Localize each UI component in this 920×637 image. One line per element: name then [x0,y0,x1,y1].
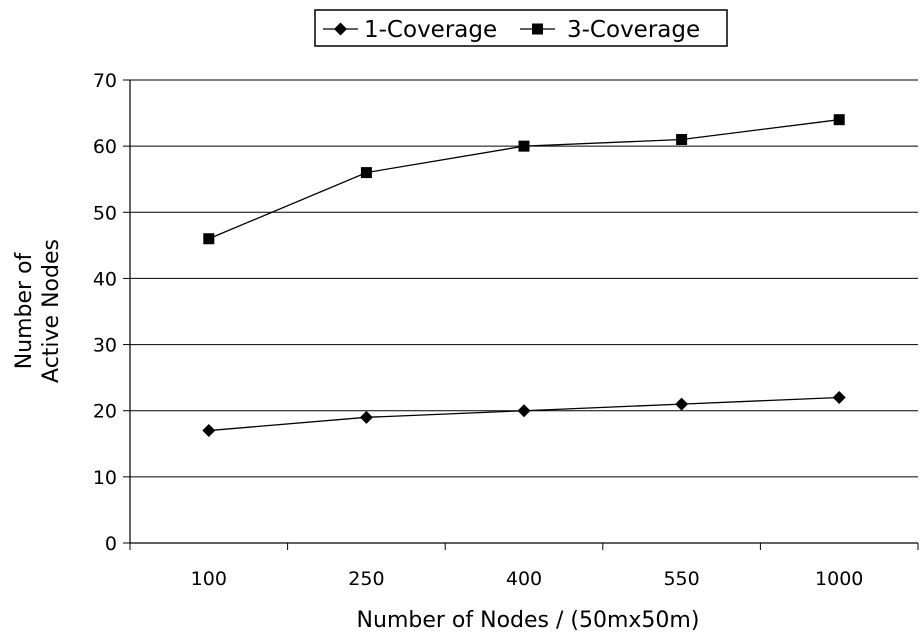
legend-label: 3-Coverage [567,17,700,43]
data-point [360,167,372,179]
legend-box [314,9,728,47]
legend-entry: 3-Coverage [520,17,700,43]
legend-marker [334,22,347,36]
data-point [832,390,846,404]
y-tick-label: 40 [93,268,117,290]
data-point [359,410,373,424]
data-point [833,114,845,126]
x-tick-label: 250 [348,568,384,590]
y-tick-label: 50 [93,202,117,224]
y-tick-label: 0 [105,533,117,555]
data-point [517,404,531,418]
series-2 [203,114,845,245]
y-tick-label: 70 [93,70,117,92]
axes [129,80,918,544]
series-line [208,119,840,240]
x-axis-ticks: 100 250 400 550 1000 [129,543,919,590]
y-axis-label-line-2: Active Nodes [39,239,64,383]
y-axis-label-line-1: Number of [12,251,37,369]
x-tick-label: 550 [663,568,699,590]
y-tick-label: 60 [93,136,117,158]
data-point [676,134,688,146]
y-tick-label: 30 [93,335,117,357]
x-tick-label: 100 [191,568,227,590]
x-axis-label: Number of Nodes / (50mx50m) [357,608,700,633]
legend-marker [532,23,543,35]
x-tick-label: 1000 [815,568,863,590]
y-axis-ticks: 0 10 20 30 40 50 60 70 [93,70,130,555]
x-tick-label: 400 [506,568,542,590]
gridlines [130,79,918,478]
legend-entry: 1-Coverage [323,17,497,43]
y-tick-label: 20 [93,401,117,423]
legend: 1-Coverage 3-Coverage [314,9,728,47]
data-point [202,424,216,438]
series-1 [202,390,846,438]
y-tick-label: 10 [93,467,117,489]
data-point [518,140,530,152]
data-point [203,233,215,245]
series-layer [202,114,846,438]
data-point [675,397,689,411]
legend-label: 1-Coverage [364,17,497,43]
